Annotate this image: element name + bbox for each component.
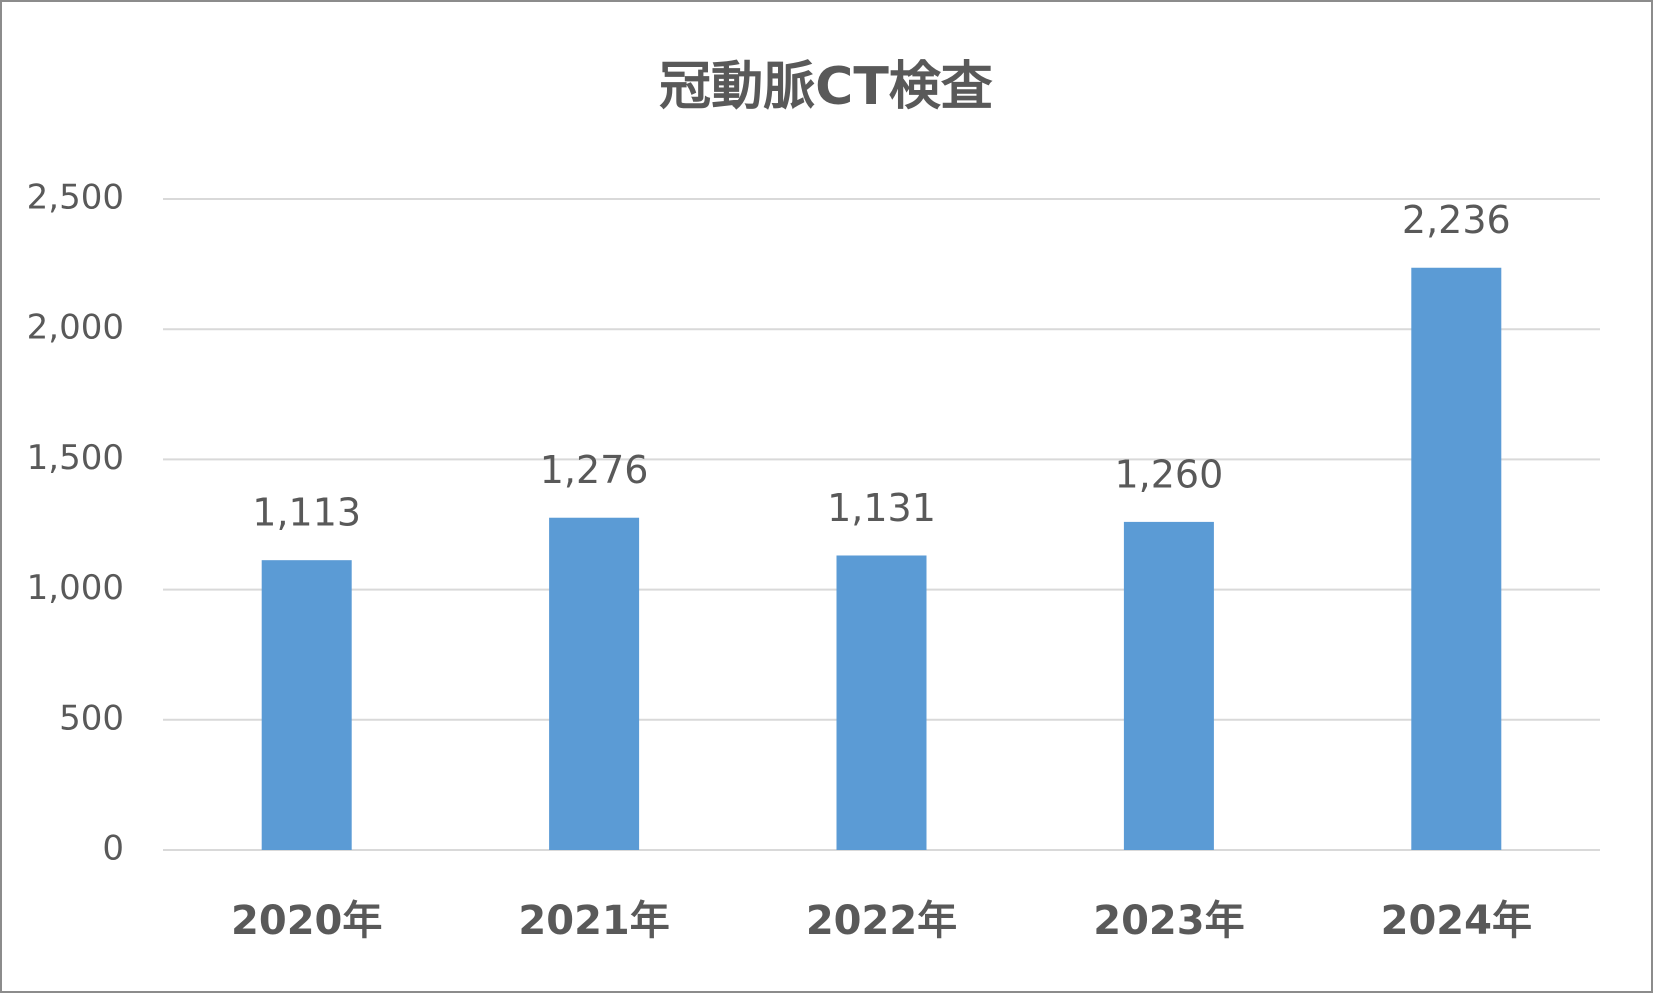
value-label: 1,276	[540, 448, 649, 492]
x-tick-label: 2023年	[1093, 898, 1244, 944]
x-tick-label: 2022年	[806, 898, 957, 944]
y-tick-label: 1,000	[27, 568, 124, 608]
x-tick-label: 2020年	[231, 898, 382, 944]
y-tick-label: 500	[59, 698, 124, 738]
bar	[261, 560, 352, 850]
x-tick-label: 2021年	[518, 898, 669, 944]
bar	[836, 555, 927, 850]
value-label: 2,236	[1402, 198, 1511, 242]
value-label: 1,260	[1115, 452, 1224, 496]
y-tick-label: 2,500	[27, 178, 124, 218]
chart-title: 冠動脈CT検査	[659, 57, 993, 117]
y-tick-label: 1,500	[27, 438, 124, 478]
bar	[549, 517, 640, 850]
y-tick-label: 0	[102, 829, 124, 869]
bar	[1123, 521, 1214, 850]
value-label: 1,131	[827, 486, 936, 530]
y-tick-label: 2,000	[27, 308, 124, 348]
bar	[1411, 267, 1502, 850]
x-tick-label: 2024年	[1381, 898, 1532, 944]
value-label: 1,113	[252, 491, 361, 535]
